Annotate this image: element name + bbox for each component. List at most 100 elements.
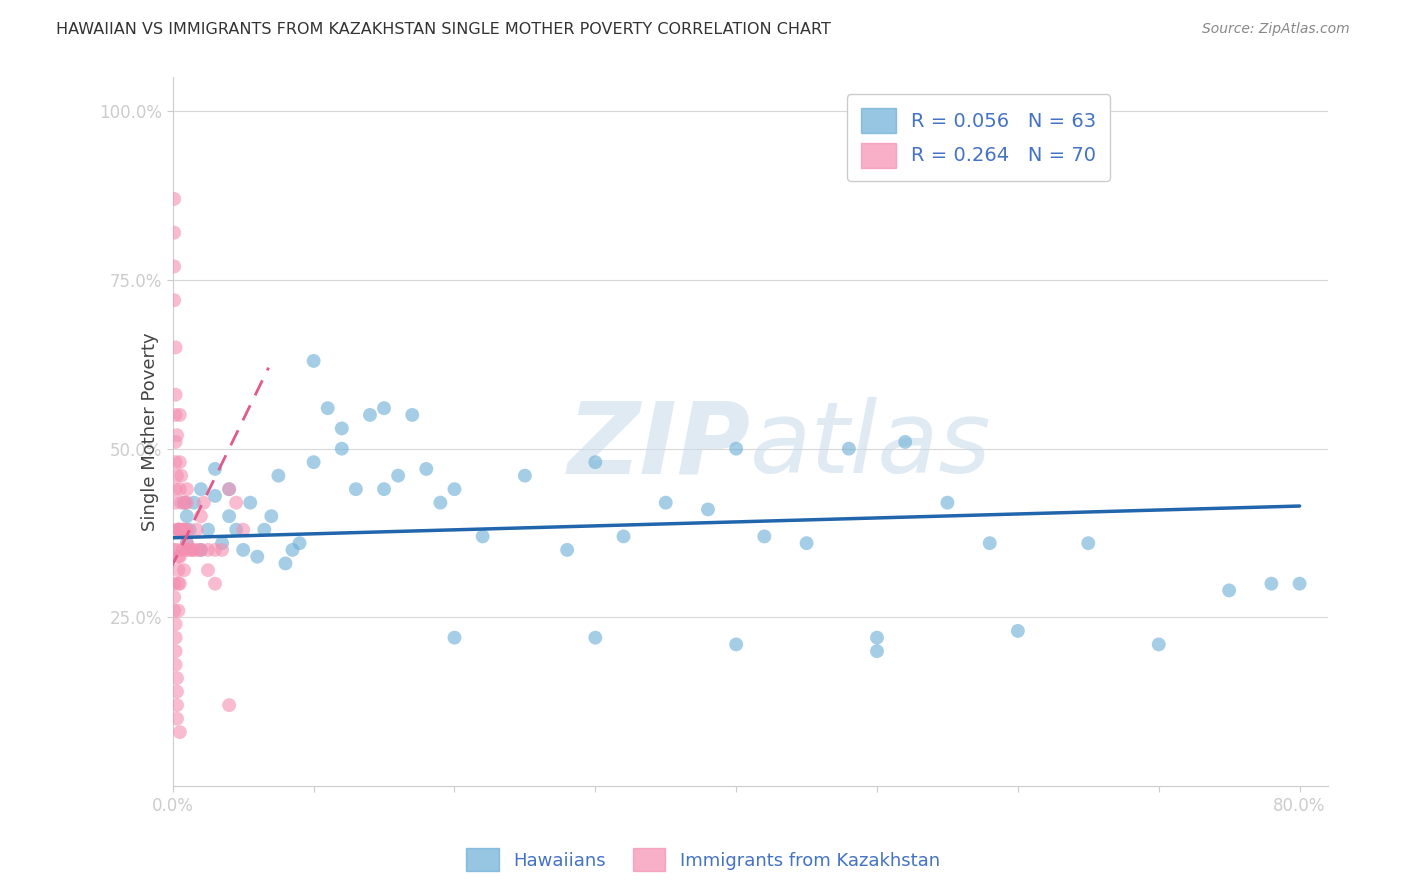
Point	[166, 671, 188, 685]
Point	[165, 617, 187, 632]
Point	[316, 401, 339, 416]
Point	[165, 482, 187, 496]
Point	[166, 684, 188, 698]
Point	[166, 428, 188, 442]
Point	[239, 496, 262, 510]
Point	[1147, 637, 1170, 651]
Point	[167, 523, 190, 537]
Point	[260, 509, 283, 524]
Point	[190, 509, 212, 524]
Point	[163, 260, 186, 274]
Point	[167, 604, 190, 618]
Point	[754, 529, 776, 543]
Point	[583, 631, 606, 645]
Point	[443, 631, 465, 645]
Point	[401, 408, 423, 422]
Point	[163, 590, 186, 604]
Point	[163, 576, 186, 591]
Point	[218, 482, 240, 496]
Point	[197, 542, 219, 557]
Point	[179, 542, 201, 557]
Point	[169, 523, 191, 537]
Point	[193, 496, 215, 510]
Point	[176, 536, 198, 550]
Point	[190, 482, 212, 496]
Point	[187, 542, 209, 557]
Point	[373, 482, 395, 496]
Point	[172, 542, 194, 557]
Point	[513, 468, 536, 483]
Point	[218, 482, 240, 496]
Point	[165, 496, 187, 510]
Point	[165, 434, 187, 449]
Point	[163, 192, 186, 206]
Point	[796, 536, 818, 550]
Point	[443, 482, 465, 496]
Point	[267, 468, 290, 483]
Point	[165, 387, 187, 401]
Point	[204, 489, 226, 503]
Text: Source: ZipAtlas.com: Source: ZipAtlas.com	[1202, 22, 1350, 37]
Point	[186, 523, 208, 537]
Point	[165, 408, 187, 422]
Point	[190, 542, 212, 557]
Point	[181, 542, 204, 557]
Point	[172, 523, 194, 537]
Point	[176, 482, 198, 496]
Point	[1077, 536, 1099, 550]
Point	[163, 604, 186, 618]
Point	[359, 408, 381, 422]
Point	[166, 698, 188, 713]
Point	[253, 523, 276, 537]
Point	[866, 644, 889, 658]
Point	[429, 496, 451, 510]
Point	[165, 455, 187, 469]
Point	[166, 468, 188, 483]
Point	[165, 631, 187, 645]
Point	[302, 455, 325, 469]
Text: ZIP: ZIP	[567, 398, 751, 494]
Legend: Hawaiians, Immigrants from Kazakhstan: Hawaiians, Immigrants from Kazakhstan	[458, 841, 948, 879]
Point	[204, 462, 226, 476]
Point	[165, 644, 187, 658]
Point	[471, 529, 494, 543]
Point	[218, 509, 240, 524]
Point	[225, 523, 247, 537]
Point	[866, 631, 889, 645]
Point	[1288, 576, 1310, 591]
Point	[225, 496, 247, 510]
Point	[166, 712, 188, 726]
Point	[725, 637, 748, 651]
Point	[232, 523, 254, 537]
Point	[173, 496, 195, 510]
Point	[183, 496, 205, 510]
Point	[725, 442, 748, 456]
Point	[415, 462, 437, 476]
Point	[330, 421, 353, 435]
Point	[232, 542, 254, 557]
Point	[170, 496, 193, 510]
Point	[176, 523, 198, 537]
Point	[281, 542, 304, 557]
Point	[555, 542, 578, 557]
Point	[302, 354, 325, 368]
Point	[165, 657, 187, 672]
Point	[163, 226, 186, 240]
Y-axis label: Single Mother Poverty: Single Mother Poverty	[141, 333, 159, 531]
Point	[167, 576, 190, 591]
Point	[344, 482, 367, 496]
Point	[169, 455, 191, 469]
Point	[176, 509, 198, 524]
Point	[197, 523, 219, 537]
Point	[655, 496, 678, 510]
Point	[1260, 576, 1282, 591]
Point	[274, 557, 297, 571]
Point	[174, 496, 197, 510]
Point	[183, 542, 205, 557]
Point	[163, 542, 186, 557]
Point	[288, 536, 311, 550]
Legend: R = 0.056   N = 63, R = 0.264   N = 70: R = 0.056 N = 63, R = 0.264 N = 70	[848, 95, 1111, 181]
Point	[246, 549, 269, 564]
Point	[173, 563, 195, 577]
Point	[190, 542, 212, 557]
